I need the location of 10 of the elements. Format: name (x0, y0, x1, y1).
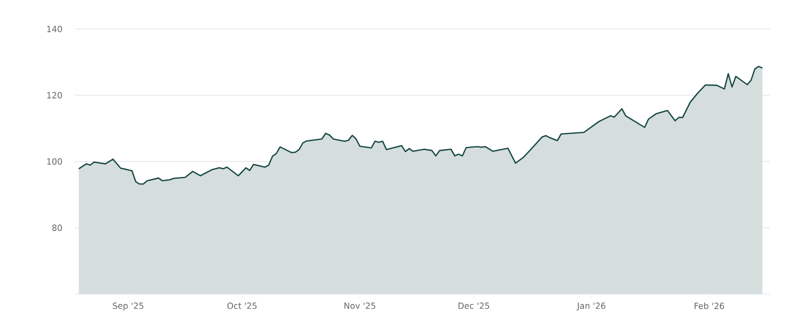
y-tick-label: 140 (47, 26, 62, 32)
y-tick-label: 120 (47, 92, 62, 98)
x-tick-label: Nov '25 (344, 302, 376, 309)
x-tick-label: Jan '26 (576, 302, 606, 311)
y-tick-label: 100 (47, 158, 62, 165)
x-tick-label: Oct '25 (227, 302, 257, 309)
x-tick-label: Sep '25 (112, 302, 144, 311)
y-tick-label: 80 (52, 224, 62, 231)
x-tick-label: Feb '26 (694, 302, 724, 310)
x-tick-label: Dec '25 (458, 302, 490, 309)
